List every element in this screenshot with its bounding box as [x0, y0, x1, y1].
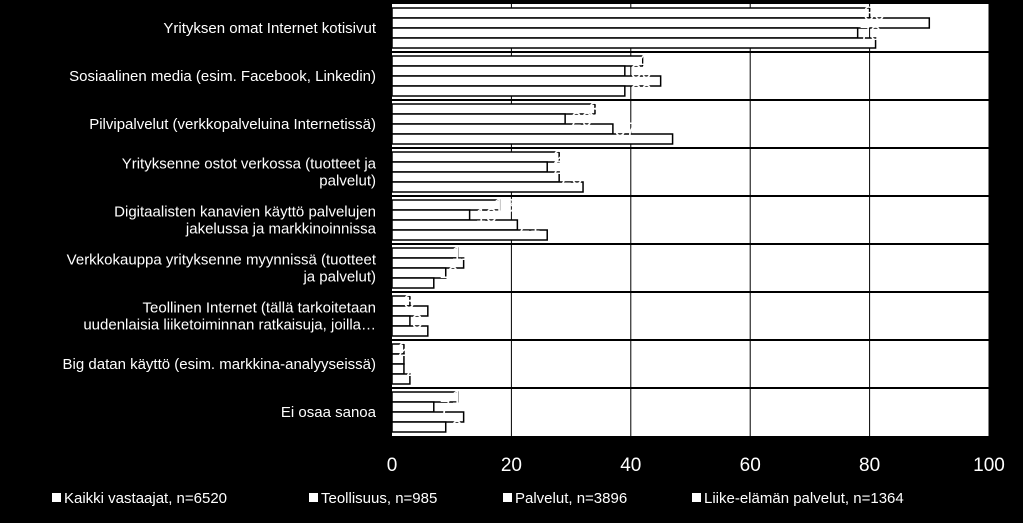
bar — [391, 65, 626, 77]
bar — [391, 113, 566, 125]
bar — [391, 7, 871, 19]
value-label: 78 — [860, 24, 881, 45]
value-label: 13 — [476, 206, 497, 227]
value-label: 3 — [416, 370, 427, 391]
value-label: 45 — [663, 72, 684, 93]
bar — [391, 85, 626, 97]
value-label: 80 — [864, 4, 885, 25]
value-label: 3 — [412, 312, 423, 333]
bar — [391, 315, 411, 327]
bar — [391, 277, 435, 289]
bar — [391, 325, 429, 337]
bar — [391, 37, 877, 49]
value-label: 32 — [589, 178, 610, 199]
bar — [391, 363, 405, 375]
value-label: 47 — [679, 130, 700, 151]
value-label: 81 — [882, 34, 903, 55]
value-label: 7 — [440, 398, 451, 419]
category-labels: Yrityksen omat Internet kotisivut Sosiaal… — [63, 20, 377, 421]
category-label: Yrityksenne ostot verkossa (tuotteet ja — [122, 156, 377, 173]
bar — [391, 209, 471, 221]
legend-swatch — [309, 493, 318, 502]
tick-label: 0 — [387, 455, 398, 476]
value-label: 28 — [561, 168, 582, 189]
bar — [391, 373, 411, 385]
bar — [391, 103, 596, 115]
value-label: 7 — [440, 274, 451, 295]
value-label: 2 — [398, 340, 409, 361]
tick-label: 40 — [620, 455, 641, 476]
category-label: Digitaalisten kanavien käyttö palvelujen — [114, 204, 376, 221]
legend-label: Liike-elämän palvelut, n=1364 — [704, 490, 904, 507]
bar — [391, 421, 447, 433]
bar — [391, 17, 931, 29]
bar — [391, 27, 859, 39]
value-label: 9 — [448, 264, 459, 285]
legend-swatch — [52, 493, 61, 502]
value-label: 21 — [519, 216, 540, 237]
value-label: 37 — [615, 120, 636, 141]
bar — [391, 55, 644, 67]
tick-label: 20 — [501, 455, 522, 476]
category-label: jakelussa ja markkinoinnissa — [185, 221, 377, 238]
value-label: 11 — [452, 388, 472, 409]
bar — [391, 133, 674, 145]
category-label: Big datan käyttö (esim. markkina-analyys… — [63, 356, 376, 373]
value-label: 29 — [571, 110, 592, 131]
legend-label: Teollisuus, n=985 — [321, 490, 437, 507]
value-label: 39 — [631, 62, 652, 83]
value-label: 12 — [466, 408, 487, 429]
tick-label: 80 — [859, 455, 880, 476]
category-label: ja palvelut) — [302, 269, 376, 286]
category-label: Verkkokauppa yrityksenne myynnissä (tuot… — [67, 252, 377, 269]
category-label: Ei osaa sanoa — [281, 404, 377, 421]
bar — [391, 75, 662, 87]
category-label: Yrityksen omat Internet kotisivut — [163, 20, 376, 37]
bar — [391, 247, 459, 259]
category-label: Pilvipalvelut (verkkopalveluina Internet… — [89, 116, 376, 133]
legend-swatch — [503, 493, 512, 502]
bar — [391, 219, 519, 231]
category-label: Sosiaalinen media (esim. Facebook, Linke… — [69, 68, 376, 85]
value-label: 6 — [434, 302, 445, 323]
value-label: 26 — [553, 226, 574, 247]
value-label: 2 — [406, 360, 417, 381]
legend: Kaikki vastaajat, n=6520 Teollisuus, n=98… — [52, 490, 904, 507]
bar — [391, 171, 560, 183]
bars — [391, 7, 989, 433]
bar — [391, 161, 548, 173]
value-label: 28 — [553, 148, 574, 169]
category-label: palvelut) — [319, 173, 376, 190]
value-label: 34 — [589, 100, 611, 121]
value-label: 90 — [935, 14, 956, 35]
value-label: 9 — [452, 418, 463, 439]
value-label: 12 — [470, 254, 491, 275]
bar — [391, 151, 560, 163]
value-label: 39 — [631, 82, 652, 103]
value-label: 2 — [410, 350, 421, 371]
bar — [391, 229, 548, 241]
category-label: Teollinen Internet (tällä tarkoitetaan — [143, 300, 376, 317]
bar — [391, 401, 435, 413]
value-label: 42 — [637, 52, 658, 73]
legend-label: Kaikki vastaajat, n=6520 — [64, 490, 227, 507]
value-label: 11 — [452, 244, 472, 265]
legend-label: Palvelut, n=3896 — [515, 490, 627, 507]
tick-label: 100 — [973, 455, 1005, 476]
value-label: 26 — [553, 158, 574, 179]
value-label: 3 — [404, 292, 415, 313]
legend-swatch — [692, 493, 701, 502]
bar — [391, 267, 447, 279]
bar — [391, 181, 584, 193]
value-label: 18 — [493, 196, 514, 217]
tick-label: 60 — [740, 455, 761, 476]
x-axis-ticks: 0 20 40 60 80 100 — [387, 455, 1005, 476]
value-label: 6 — [434, 322, 445, 343]
category-label: uudenlaisia liiketoiminnan ratkaisuja, j… — [83, 317, 376, 334]
